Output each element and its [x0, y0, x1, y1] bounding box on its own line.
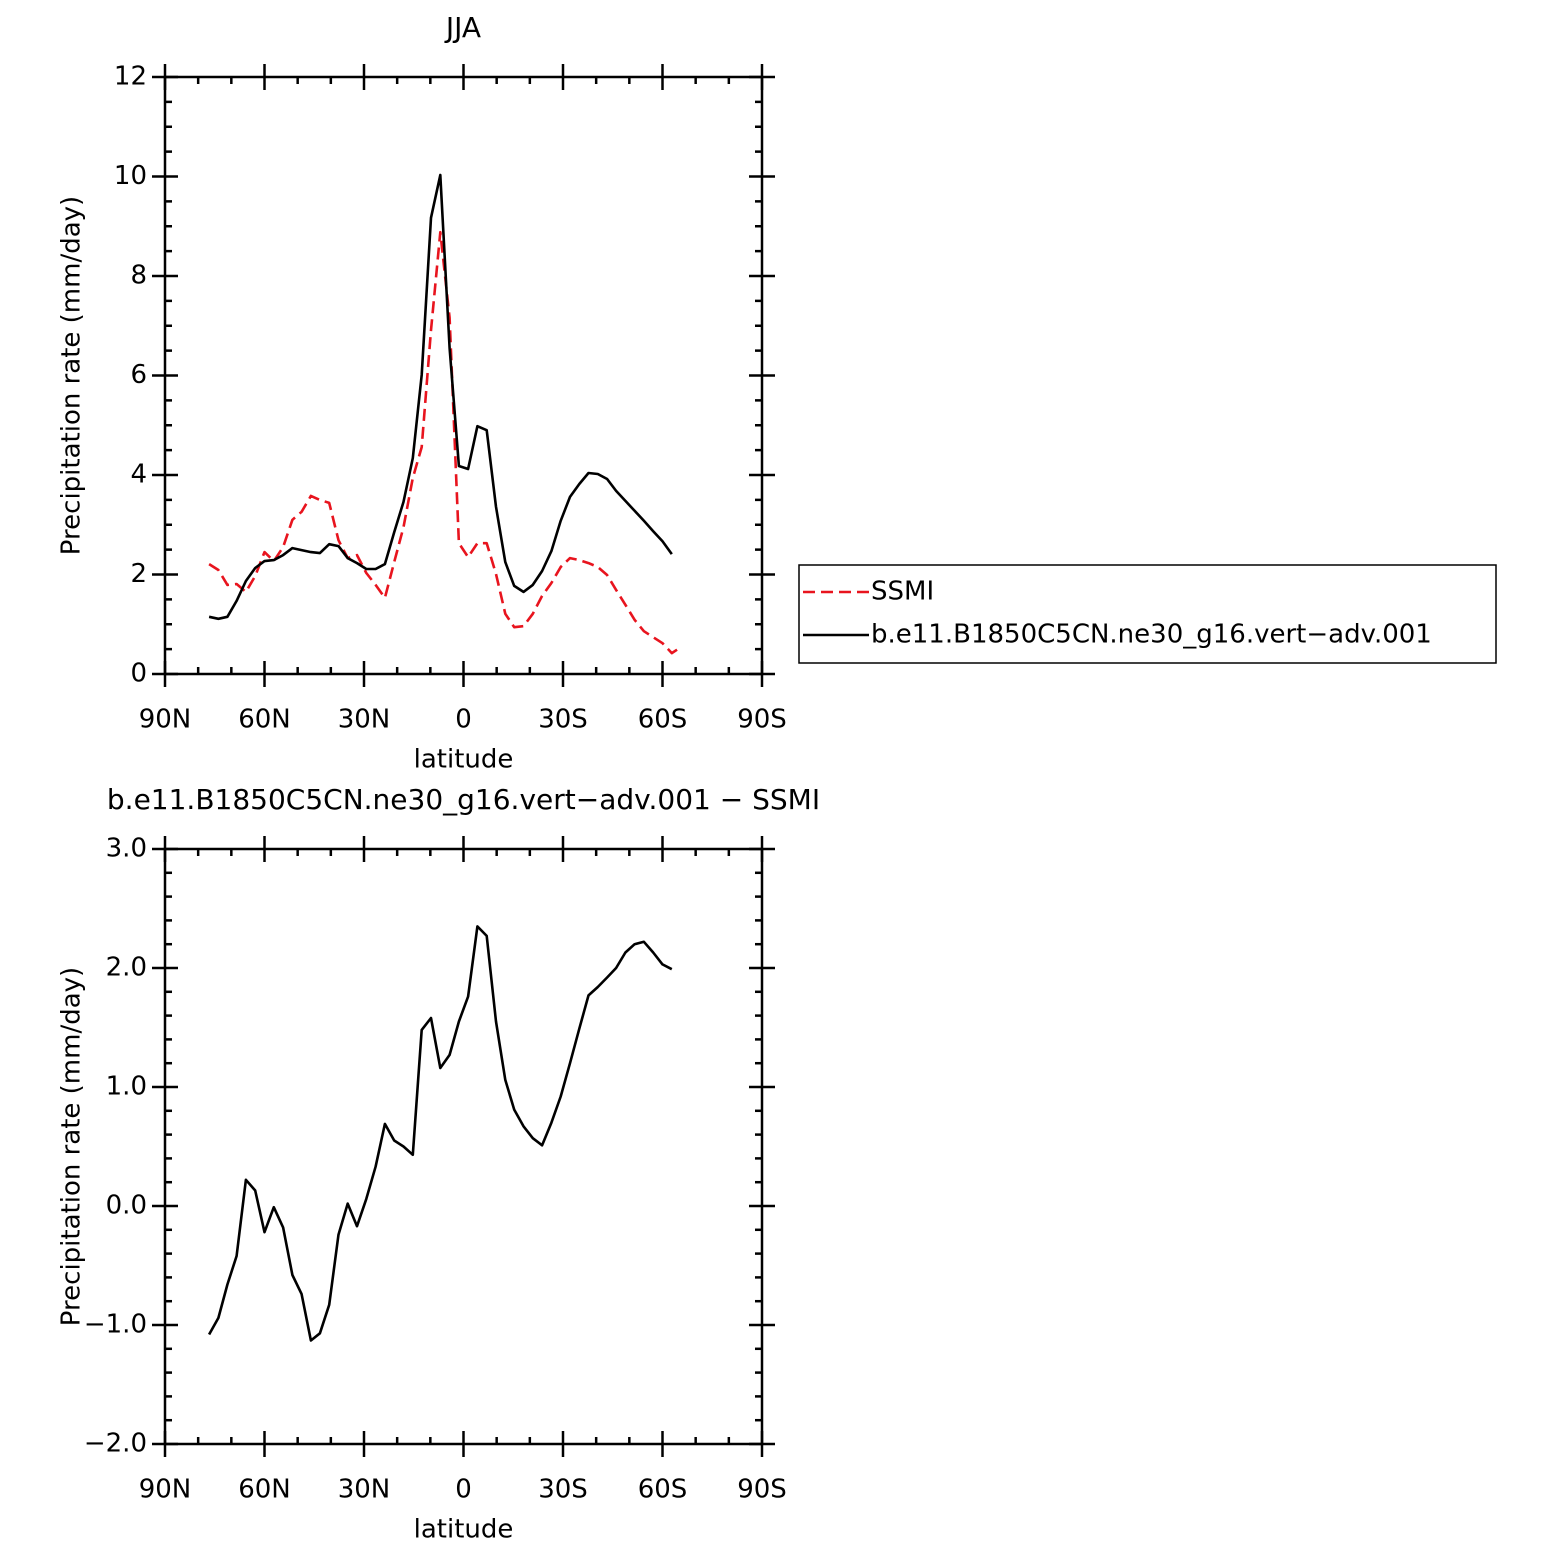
chart-title: b.e11.B1850C5CN.ne30_g16.vert−adv.001 − …	[107, 783, 820, 816]
x-tick-label: 60N	[238, 1475, 291, 1505]
x-tick-label: 60S	[638, 705, 688, 735]
x-tick-label: 60N	[238, 705, 291, 735]
chart-title: JJA	[444, 11, 481, 44]
x-tick-label: 0	[455, 705, 472, 735]
x-tick-label: 90N	[139, 1475, 192, 1505]
y-tick-label: 0	[130, 659, 147, 689]
x-axis-label: latitude	[414, 1515, 514, 1545]
x-tick-label: 90N	[139, 705, 192, 735]
x-tick-label: 90S	[737, 1475, 787, 1505]
x-tick-label: 0	[455, 1475, 472, 1505]
x-tick-label: 90S	[737, 705, 787, 735]
y-axis-label: Precipitation rate (mm/day)	[57, 967, 87, 1326]
legend-label: b.e11.B1850C5CN.ne30_g16.vert−adv.001	[871, 620, 1432, 650]
x-axis-label: latitude	[414, 745, 514, 775]
legend-box	[798, 564, 1497, 664]
x-tick-label: 30N	[338, 1475, 391, 1505]
x-tick-label: 30N	[338, 705, 391, 735]
y-tick-label: 10	[114, 161, 147, 191]
data-line	[207, 925, 673, 1342]
y-tick-label: 4	[130, 460, 147, 490]
y-tick-label: 1.0	[106, 1072, 147, 1102]
data-line	[208, 173, 673, 621]
plot-frame	[163, 847, 764, 1446]
x-tick-label: 30S	[538, 1475, 588, 1505]
y-tick-label: −1.0	[84, 1310, 147, 1340]
x-tick-label: 60S	[638, 1475, 688, 1505]
legend-label: SSMI	[871, 577, 934, 607]
y-tick-label: 12	[114, 62, 147, 92]
data-line	[208, 230, 682, 655]
y-tick-label: 2	[130, 559, 147, 589]
y-tick-label: 0.0	[106, 1191, 147, 1221]
y-tick-label: 2.0	[106, 953, 147, 983]
y-tick-label: −2.0	[84, 1429, 147, 1459]
y-tick-label: 3.0	[106, 834, 147, 864]
plot-frame	[163, 75, 764, 676]
y-tick-label: 6	[130, 360, 147, 390]
y-tick-label: 8	[130, 261, 147, 291]
y-axis-label: Precipitation rate (mm/day)	[57, 196, 87, 555]
x-tick-label: 30S	[538, 705, 588, 735]
